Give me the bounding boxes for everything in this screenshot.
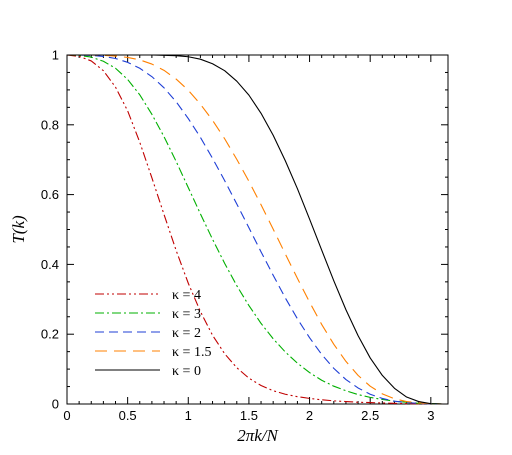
axis-ticks: 0 0.5 1 1.5 2 2.5 3 0 0.2 0.4 0.6 0.8 1 [41, 48, 448, 423]
x-tick-label: 2.5 [361, 408, 379, 423]
x-tick-label: 0 [63, 408, 70, 423]
series-lines [66, 54, 443, 405]
y-tick-label: 0.4 [41, 257, 59, 272]
legend-label-2: κ = 2 [172, 326, 201, 341]
x-tick-label: 2 [306, 408, 313, 423]
legend-label-0: κ = 4 [172, 288, 201, 303]
series-line-3 [67, 54, 443, 405]
x-tick-label: 3 [427, 408, 434, 423]
legend: κ = 4 κ = 3 κ = 2 κ = 1.5 κ = 0 [95, 288, 211, 379]
series-line-1 [66, 54, 443, 405]
series-line-4 [67, 54, 443, 405]
y-axis-title: T(k) [9, 215, 28, 244]
x-axis-title: 2πk/N [237, 426, 279, 445]
x-tick-label: 1.5 [240, 408, 258, 423]
y-tick-label: 0.2 [41, 327, 59, 342]
legend-label-4: κ = 0 [172, 364, 201, 379]
x-tick-label: 0.5 [119, 408, 137, 423]
y-tick-label: 1 [52, 48, 59, 63]
legend-label-3: κ = 1.5 [172, 345, 211, 360]
y-tick-label: 0.8 [41, 117, 59, 132]
y-tick-label: 0 [52, 397, 59, 412]
series-line-0 [66, 54, 443, 405]
legend-label-1: κ = 3 [172, 307, 201, 322]
y-tick-label: 0.6 [41, 187, 59, 202]
x-tick-label: 1 [185, 408, 192, 423]
series-line-2 [67, 54, 443, 405]
